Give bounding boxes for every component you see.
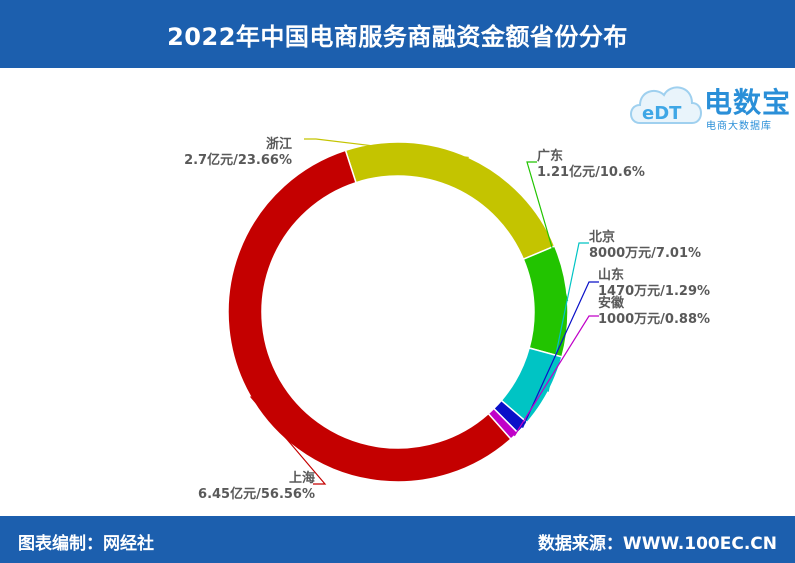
leader-line-浙江 <box>304 138 469 159</box>
chart-header: 2022年中国电商服务商融资金额省份分布 <box>0 0 795 68</box>
value-label-广东: 1.21亿元/10.6% <box>537 164 645 180</box>
chart-footer: 图表编制：网经社 数据来源：WWW.100EC.CN <box>0 516 795 563</box>
value-label-北京: 8000万元/7.01% <box>589 246 701 261</box>
donut-chart: 浙江2.7亿元/23.66% 广东1.21亿元/10.6% 北京8000万元/7.0… <box>184 136 710 502</box>
slice-广东 <box>522 245 569 358</box>
chart-area: 浙江 2.7亿元/23.66% 广东 1.21亿元/10.6% 北京 8000万元/7.0… <box>0 68 795 516</box>
value-label-浙江: 2.7亿元/23.66% <box>184 152 292 168</box>
category-label-上海: 上海 <box>289 470 315 486</box>
category-label-广东: 广东 <box>537 148 563 164</box>
slice-浙江 <box>344 141 556 261</box>
footer-credit: 图表编制：网经社 <box>18 534 154 554</box>
category-label-山东: 山东 <box>598 267 624 283</box>
value-label-上海: 6.45亿元/56.56% <box>198 486 315 502</box>
category-label-北京: 北京 <box>589 229 615 245</box>
logo-name: 电数宝 <box>704 86 792 119</box>
footer-source: 数据来源：WWW.100EC.CN <box>537 534 777 554</box>
value-label-山东: 1470万元/1.29% <box>598 284 710 299</box>
logo-subtitle: 电商大数据库 <box>706 121 772 132</box>
leader-line-北京 <box>547 242 589 392</box>
cloud-logo-icon: eDT <box>630 86 702 124</box>
value-label-安徽: 1000万元/0.88% <box>598 312 710 327</box>
logo: eDT 电数宝 电商大数据库 <box>626 75 791 135</box>
slice-上海 <box>227 149 512 483</box>
leader-line-安徽 <box>513 315 599 437</box>
leader-line-山东 <box>521 281 599 428</box>
leader-line-上海 <box>250 396 327 485</box>
category-label-安徽: 安徽 <box>598 295 625 311</box>
leader-line-广东 <box>526 161 569 302</box>
logo-mark: eDT <box>642 103 682 124</box>
category-label-浙江: 浙江 <box>266 136 292 152</box>
chart-title: 2022年中国电商服务商融资金额省份分布 <box>167 22 628 51</box>
